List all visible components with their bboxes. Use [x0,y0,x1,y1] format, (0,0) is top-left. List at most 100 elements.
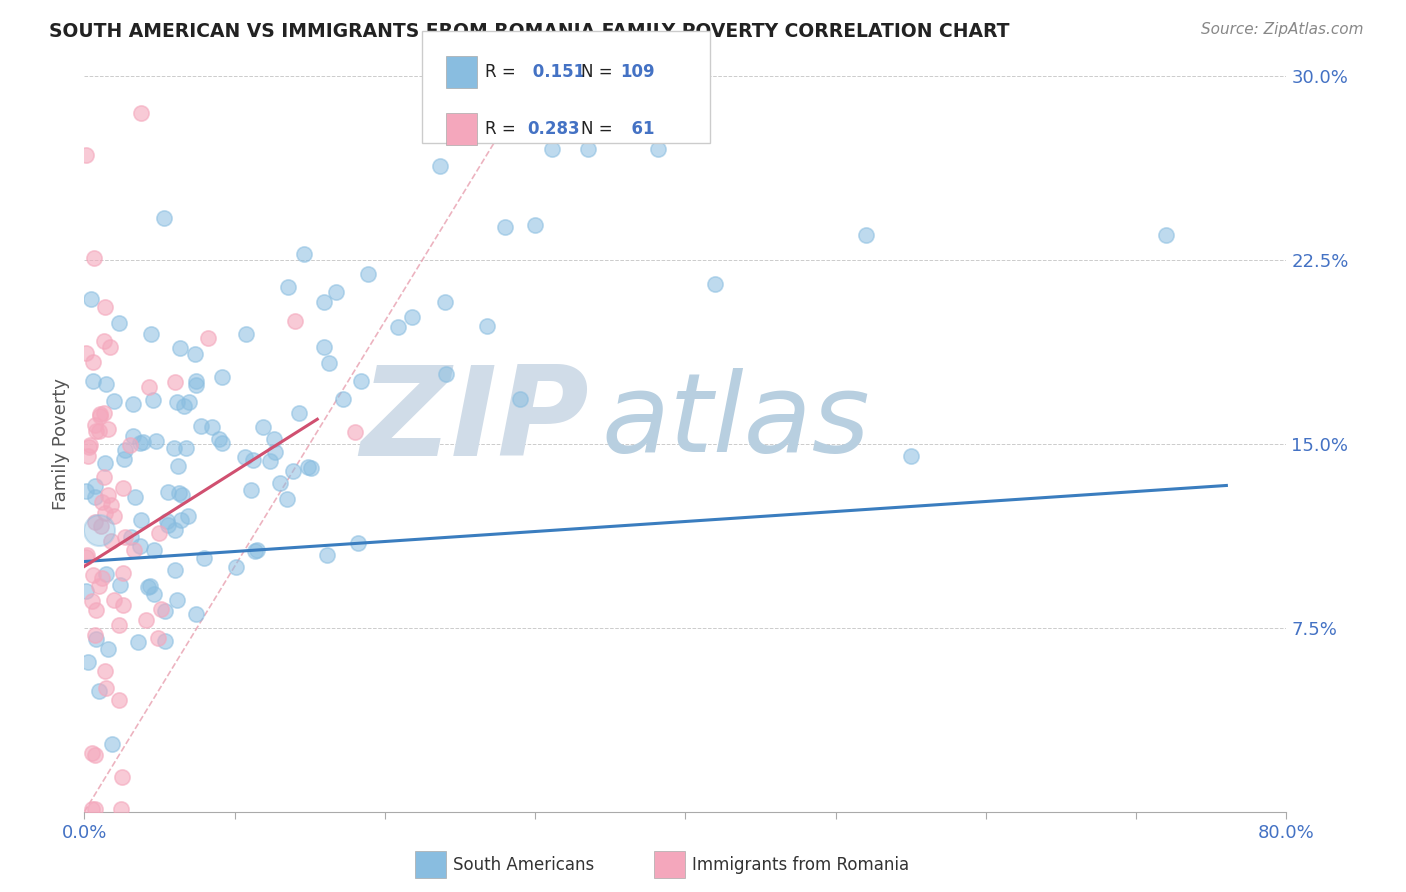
Point [128,436,150,450]
Point [288,406,311,420]
Point [94,456,117,470]
Point [259,453,281,467]
Point [148,631,170,645]
Point [83,479,105,493]
Point [129,513,152,527]
Text: 61: 61 [620,120,655,138]
Point [79,438,101,452]
Point [145,434,167,449]
Point [292,246,315,260]
Point [94,377,117,392]
Point [163,523,186,537]
Point [75,484,97,499]
Point [100,533,122,548]
Point [84,748,107,763]
Point [139,579,162,593]
Point [111,481,134,495]
Text: SOUTH AMERICAN VS IMMIGRANTS FROM ROMANIA FAMILY POVERTY CORRELATION CHART: SOUTH AMERICAN VS IMMIGRANTS FROM ROMANI… [49,22,1010,41]
Point [96,681,118,695]
Point [135,613,157,627]
Point [89,523,111,537]
Point [87,683,110,698]
Point [94,300,117,314]
Point [509,392,531,406]
Point [350,374,373,388]
Point [97,642,120,657]
Point [297,460,319,475]
Point [103,394,125,409]
Point [93,506,115,520]
Point [120,530,142,544]
Point [269,476,291,491]
Point [108,693,131,707]
Point [170,488,193,502]
Point [93,664,115,678]
Point [79,292,101,306]
Point [93,406,115,420]
Point [312,340,335,354]
Point [346,536,368,550]
Point [127,635,149,649]
Point [541,142,564,156]
Point [139,327,162,342]
Point [93,334,115,348]
Point [163,563,186,577]
Point [128,539,150,553]
Point [84,417,107,432]
Point [325,285,347,300]
Point [177,508,200,523]
Point [131,105,153,120]
Point [246,542,269,557]
Point [332,392,354,407]
Point [169,342,191,356]
Point [108,618,131,632]
Point [89,409,111,424]
Point [112,566,135,580]
Point [84,632,107,646]
Point [77,440,100,454]
Point [264,445,287,459]
Point [84,515,107,529]
Point [136,580,159,594]
Point [315,548,337,562]
Point [401,310,423,324]
Point [163,441,186,455]
Point [357,268,380,282]
Point [576,142,599,156]
Point [107,316,129,330]
Point [433,295,456,310]
Point [343,425,366,439]
Point [855,228,877,243]
Text: atlas: atlas [602,368,870,475]
Point [100,737,122,751]
Point [211,369,233,384]
Point [277,280,299,294]
Point [91,495,114,509]
Point [100,498,122,512]
Point [122,429,145,443]
Point [142,543,165,558]
Point [165,376,187,390]
Point [97,422,120,436]
Point [96,567,118,582]
Point [93,470,115,484]
Point [263,433,285,447]
Point [201,420,224,434]
Point [97,488,120,502]
Point [312,295,335,310]
Point [98,340,121,354]
Point [475,318,498,333]
Point [523,218,546,232]
Point [90,519,112,533]
Point [173,400,195,414]
Point [103,508,125,523]
Point [166,459,188,474]
Text: ZIP: ZIP [360,361,589,483]
Point [80,594,103,608]
Point [124,543,146,558]
Point [153,633,176,648]
Point [1156,228,1178,243]
Point [281,464,304,478]
Point [142,392,165,407]
Point [239,483,262,498]
